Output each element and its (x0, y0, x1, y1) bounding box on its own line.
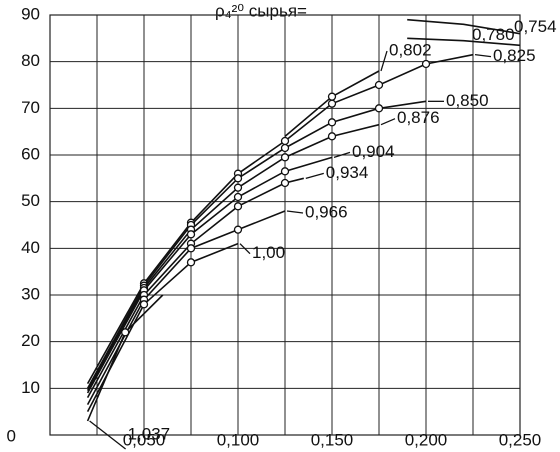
data-point (280, 136, 290, 146)
series-label: 0,966 (305, 202, 348, 221)
data-point (233, 183, 243, 192)
data-point (327, 99, 337, 108)
curve (86, 242, 239, 413)
data-point (121, 328, 130, 337)
data-point (280, 178, 290, 188)
data-point (233, 202, 243, 211)
data-point (327, 92, 337, 101)
y-tick-label: 0 (7, 426, 16, 445)
leader-line (474, 54, 492, 58)
curve (407, 18, 521, 35)
y-tick-label: 40 (21, 238, 40, 257)
data-point (233, 192, 243, 202)
leader-line (380, 50, 388, 72)
curve (86, 294, 164, 422)
x-tick-label: 0,050 (123, 430, 166, 449)
y-tick-label: 30 (21, 284, 40, 303)
x-tick-label: 0,100 (217, 430, 260, 449)
data-point (374, 80, 384, 90)
data-point (186, 230, 196, 239)
curve (86, 100, 427, 389)
leader-line (239, 243, 251, 255)
data-point (327, 118, 337, 127)
x-tick-label: 0,200 (405, 430, 448, 449)
x-tick-label: 0,250 (499, 430, 542, 449)
y-tick-label: 10 (21, 378, 40, 397)
series-label: 0,780 (472, 25, 515, 44)
data-point (233, 225, 243, 234)
series-label: 0,876 (397, 108, 440, 127)
data-point (139, 300, 149, 309)
series-label: 0,904 (352, 142, 395, 161)
leader-line (305, 172, 324, 179)
data-point (280, 143, 290, 153)
curve (86, 156, 333, 394)
series-label: 0,934 (326, 163, 369, 182)
series-label: 1,00 (252, 243, 285, 262)
data-point (186, 258, 196, 267)
series-label: 0,754 (514, 17, 557, 36)
curve (86, 53, 474, 385)
y-tick-label: 80 (21, 51, 40, 70)
annotation: ρ₄²⁰ сырья= (215, 1, 307, 20)
leader-line (333, 151, 351, 158)
y-tick-label: 90 (21, 4, 40, 23)
y-tick-label: 70 (21, 98, 40, 117)
curve (86, 177, 304, 399)
data-point (280, 167, 290, 176)
data-point (374, 104, 384, 113)
data-point (186, 244, 196, 253)
x-tick-label: 0,150 (311, 430, 354, 449)
leader-line (380, 118, 396, 126)
data-point (233, 174, 243, 183)
series-label: 1,037 (128, 424, 171, 443)
y-tick-label: 20 (21, 331, 40, 350)
series-label: 0,850 (446, 91, 489, 110)
series-label: 0,802 (389, 40, 432, 59)
data-point (280, 153, 290, 162)
data-point (327, 132, 337, 141)
leader-line (89, 420, 126, 450)
leader-line (286, 210, 304, 214)
y-tick-label: 50 (21, 191, 40, 210)
curve (407, 37, 521, 47)
y-tick-label: 60 (21, 144, 40, 163)
series-label: 0,825 (493, 46, 536, 65)
data-point (421, 59, 431, 69)
